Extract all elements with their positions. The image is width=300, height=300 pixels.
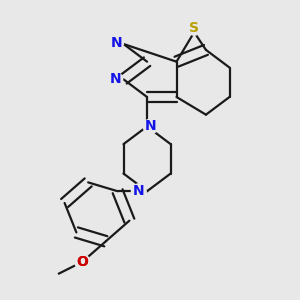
Circle shape — [131, 184, 146, 199]
Circle shape — [108, 72, 123, 87]
Circle shape — [75, 254, 90, 269]
Text: N: N — [145, 119, 156, 134]
Text: S: S — [189, 21, 199, 35]
Circle shape — [109, 35, 124, 50]
Text: O: O — [76, 255, 88, 269]
Text: N: N — [110, 35, 122, 50]
Circle shape — [143, 119, 158, 134]
Circle shape — [187, 20, 202, 35]
Text: N: N — [110, 72, 121, 86]
Text: O: O — [76, 255, 88, 269]
Text: N: N — [133, 184, 145, 198]
Circle shape — [75, 254, 90, 269]
